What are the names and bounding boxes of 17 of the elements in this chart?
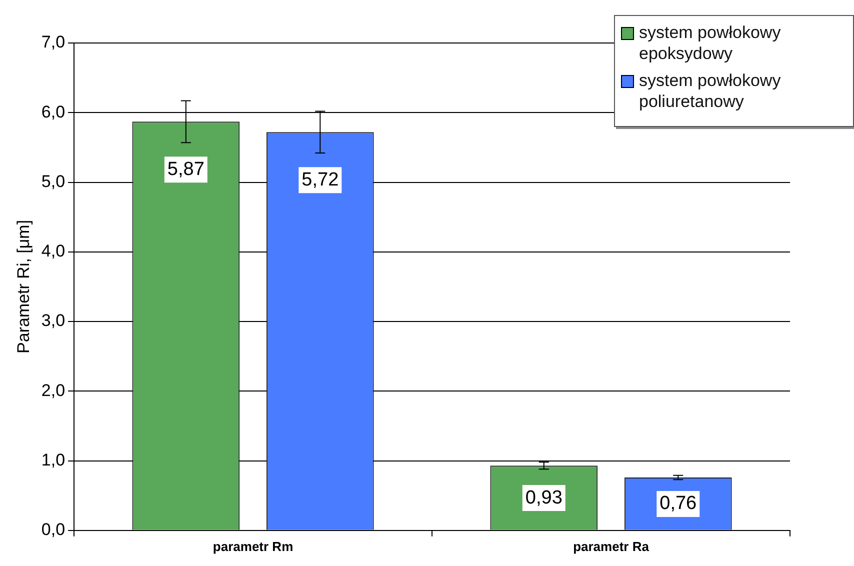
y-tick-label: 7,0 — [41, 32, 66, 52]
data-label: 0,76 — [660, 493, 697, 514]
y-tick-label: 6,0 — [41, 102, 66, 122]
data-label: 0,93 — [525, 487, 562, 508]
y-tick-label: 5,0 — [41, 172, 66, 191]
legend-label: system powłokowy poliuretanowy — [639, 70, 782, 112]
y-tick-label: 3,0 — [41, 311, 66, 330]
x-tick-label: parametr Rm — [212, 538, 294, 554]
y-tick-label: 4,0 — [41, 242, 66, 261]
legend-label: system powłokowy epoksydowy — [639, 22, 782, 64]
y-axis-title: Parametr Ri, [μm] — [14, 220, 33, 354]
data-label: 5,72 — [302, 169, 339, 190]
y-tick-label: 1,0 — [41, 450, 66, 470]
x-tick-label: parametr Ra — [573, 538, 650, 554]
y-tick-label: 2,0 — [41, 380, 66, 400]
y-tick-label: 0,0 — [41, 520, 66, 540]
data-label: 5,87 — [167, 158, 204, 180]
